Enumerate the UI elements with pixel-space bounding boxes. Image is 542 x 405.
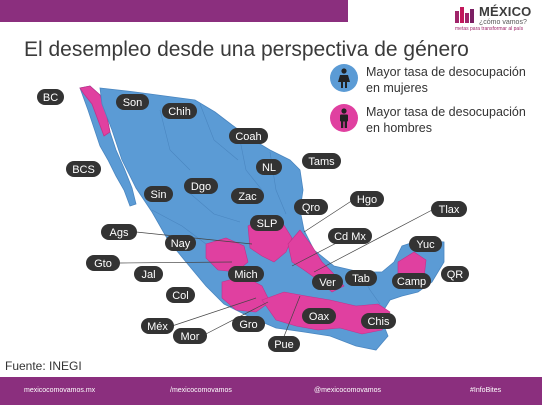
footer-bar: mexicocomovamos.mx /mexicocomovamos @mex… — [0, 377, 542, 405]
svg-text:Gro: Gro — [239, 319, 257, 331]
source-note: Fuente: INEGI — [5, 359, 82, 373]
state-label-gro: Gro — [232, 316, 265, 332]
state-label-son: Son — [116, 94, 149, 110]
leader-gto — [119, 261, 233, 264]
svg-text:Yuc: Yuc — [416, 239, 435, 251]
logo-tagline: metas para transformar al país — [455, 26, 524, 32]
leader-hgo — [303, 197, 357, 233]
state-label-sin: Sin — [144, 186, 173, 202]
state-label-chih: Chih — [162, 103, 197, 119]
state-label-cdmx: Cd Mx — [328, 228, 372, 244]
state-label-jal: Jal — [134, 266, 163, 282]
state-label-col: Col — [166, 287, 195, 303]
state-label-yuc: Yuc — [409, 236, 442, 252]
legend-women-line2: en mujeres — [366, 81, 428, 95]
state-label-zac: Zac — [231, 188, 264, 204]
svg-text:Dgo: Dgo — [191, 181, 211, 193]
woman-icon — [330, 64, 358, 92]
svg-text:Ags: Ags — [110, 227, 129, 239]
state-label-pue: Pue — [268, 336, 300, 352]
logo-subtitle: ¿cómo vamos? — [479, 19, 527, 26]
top-accent-bar — [0, 0, 348, 22]
state-label-mich: Mich — [228, 266, 264, 282]
svg-text:Zac: Zac — [238, 191, 257, 203]
footer-facebook[interactable]: /mexicocomovamos — [170, 387, 232, 394]
svg-text:Sin: Sin — [151, 189, 167, 201]
state-label-hgo: Hgo — [350, 191, 384, 207]
state-label-tab: Tab — [345, 270, 377, 286]
state-label-camp: Camp — [392, 273, 431, 289]
state-shape-bc — [79, 85, 111, 137]
state-label-bc: BC — [37, 89, 64, 105]
state-label-nl: NL — [256, 159, 282, 175]
page-title: El desempleo desde una perspectiva de gé… — [24, 38, 469, 61]
logo-mark-icon — [455, 7, 474, 23]
svg-text:Coah: Coah — [235, 131, 261, 143]
state-label-mor: Mor — [173, 328, 207, 344]
state-label-bcs: BCS — [66, 161, 101, 177]
legend-women-line1: Mayor tasa de desocupación — [366, 65, 526, 79]
svg-text:Tlax: Tlax — [439, 204, 460, 216]
state-label-mex: Méx — [141, 318, 174, 334]
state-label-oax: Oax — [302, 308, 336, 324]
svg-text:Mich: Mich — [234, 269, 257, 281]
leader-tlax — [313, 208, 435, 273]
svg-text:SLP: SLP — [257, 218, 278, 230]
state-label-chis: Chis — [361, 313, 396, 329]
svg-text:Son: Son — [123, 97, 143, 109]
svg-text:Méx: Méx — [147, 321, 168, 333]
svg-text:Ver: Ver — [319, 277, 336, 289]
leader-pue — [282, 295, 301, 340]
state-label-tams: Tams — [302, 153, 341, 169]
state-label-dgo: Dgo — [184, 178, 218, 194]
man-icon — [330, 104, 358, 132]
svg-text:Chih: Chih — [168, 106, 191, 118]
svg-text:Chis: Chis — [367, 316, 390, 328]
svg-text:Tams: Tams — [308, 156, 335, 168]
state-label-slp: SLP — [250, 215, 284, 231]
state-labels: BC Son Chih Coah BCS NL Tams Sin — [37, 89, 469, 352]
state-label-ver: Ver — [312, 274, 343, 290]
svg-text:BCS: BCS — [72, 164, 95, 176]
state-label-tlax: Tlax — [431, 201, 467, 217]
legend-item-men: Mayor tasa de desocupación en hombres — [330, 104, 541, 136]
svg-text:Oax: Oax — [309, 311, 330, 323]
svg-text:QR: QR — [447, 269, 464, 281]
svg-text:Mor: Mor — [181, 331, 200, 343]
top-bar — [0, 0, 542, 24]
state-label-gto: Gto — [86, 255, 120, 271]
legend-item-women: Mayor tasa de desocupación en mujeres — [330, 64, 541, 96]
svg-text:Nay: Nay — [171, 238, 191, 250]
svg-text:Pue: Pue — [274, 339, 294, 351]
svg-text:Jal: Jal — [141, 269, 155, 281]
svg-text:Hgo: Hgo — [357, 194, 377, 206]
state-label-ags: Ags — [101, 224, 137, 240]
state-label-qr: QR — [441, 266, 469, 282]
svg-text:Camp: Camp — [397, 276, 426, 288]
svg-text:Tab: Tab — [352, 273, 370, 285]
svg-text:Qro: Qro — [302, 202, 320, 214]
logo-title: MÉXICO — [479, 4, 532, 19]
svg-text:Gto: Gto — [94, 258, 112, 270]
legend-men-line1: Mayor tasa de desocupación — [366, 105, 526, 119]
state-label-coah: Coah — [229, 128, 268, 144]
footer-website[interactable]: mexicocomovamos.mx — [24, 387, 96, 394]
svg-text:Col: Col — [172, 290, 189, 302]
leader-mex — [171, 297, 257, 327]
svg-text:Cd Mx: Cd Mx — [334, 231, 366, 243]
logo: MÉXICO ¿cómo vamos? metas para transform… — [455, 4, 537, 36]
legend-men-line2: en hombres — [366, 121, 433, 135]
svg-text:BC: BC — [43, 92, 58, 104]
state-label-qro: Qro — [294, 199, 328, 215]
svg-text:NL: NL — [262, 162, 276, 174]
footer-hashtag[interactable]: #InfoBites — [470, 387, 502, 394]
footer-twitter[interactable]: @mexicocomovamos — [314, 387, 382, 394]
state-label-nay: Nay — [165, 235, 196, 251]
